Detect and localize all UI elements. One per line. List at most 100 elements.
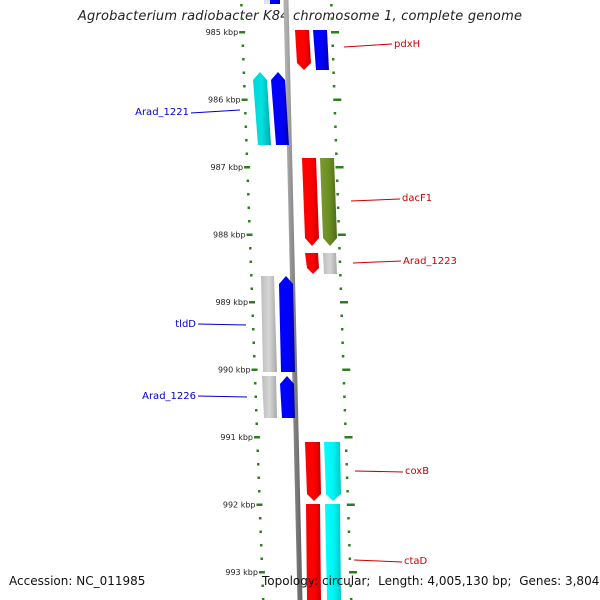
scale-dot [344, 436, 353, 439]
gene-label-pdxH: pdxH [394, 39, 420, 50]
scale-dot [340, 301, 349, 304]
scale-dot [243, 85, 246, 88]
scale-dot [252, 328, 255, 331]
gene-arrow [313, 30, 329, 70]
gene-arrow [320, 158, 337, 246]
gene-arrow [262, 376, 277, 418]
scale-dot [261, 598, 265, 600]
scale-dot [244, 112, 247, 115]
scale-dot [340, 328, 344, 331]
scale-dot [250, 274, 253, 277]
scale-dot [252, 341, 256, 344]
scale-dot [344, 449, 348, 452]
gene-label-tldD: tldD [175, 319, 196, 330]
length-label: Length: [378, 574, 424, 588]
genes-label: Genes: [519, 574, 562, 588]
scale-dot [347, 530, 351, 533]
scale-dot [244, 125, 248, 128]
scale-dots [239, 4, 358, 600]
gene-label-dacF1: dacF1 [402, 193, 432, 204]
scale-dot [334, 125, 337, 128]
scale-dot [255, 422, 258, 425]
scale-tick-label: 990 kbp [218, 366, 251, 375]
scale-dot [333, 98, 342, 101]
scale-dot [241, 44, 245, 47]
scale-dot [331, 31, 340, 34]
gene-arrow-Arad_1223 [305, 253, 319, 274]
scale-tick-label: 991 kbp [220, 433, 253, 442]
scale-dot [336, 193, 339, 196]
scale-dot [242, 71, 246, 74]
scale-tick-label: 988 kbp [213, 231, 246, 240]
length-value: 4,005,130 bp [427, 574, 508, 588]
accession-info: Accession: NC_011985 [9, 574, 145, 588]
gene-arrow-tldD [279, 276, 295, 372]
gene-label-ctaD: ctaD [404, 556, 428, 567]
scale-dot [250, 287, 254, 290]
scale-dot [349, 571, 358, 574]
gene-label-Arad_1223: Arad_1223 [403, 256, 457, 267]
scale-dot [331, 58, 335, 61]
scale-dot [345, 476, 349, 479]
gene-arrow [261, 276, 277, 372]
scale-dot [257, 490, 261, 493]
scale-dot [335, 179, 339, 182]
scale-dot [248, 220, 251, 223]
scale-dot [340, 314, 343, 317]
scale-dot [240, 17, 244, 20]
scale-dot [260, 557, 263, 560]
scale-dot [240, 4, 243, 7]
scale-dot [337, 220, 340, 223]
scale-dot [331, 44, 334, 47]
scale-dot [342, 368, 351, 371]
scale-dot [242, 58, 245, 61]
gene-arrow [268, 0, 280, 4]
scale-dot [347, 517, 350, 520]
scale-dot [245, 152, 249, 155]
scale-tick-label: 992 kbp [223, 501, 256, 510]
scale-dot [333, 112, 337, 115]
gene-arrow [264, 0, 270, 4]
scale-dot [338, 260, 342, 263]
scale-dot [254, 395, 258, 398]
scale-dot [348, 557, 352, 560]
gene-label-Arad_1221: Arad_1221 [135, 107, 189, 118]
gene-arrow [325, 504, 341, 600]
scale-dot [256, 503, 263, 506]
gene-arrow-dacF1 [302, 158, 319, 246]
scale-dot [251, 314, 255, 317]
scale-tick-label: 986 kbp [208, 96, 241, 105]
gene-arrow-Arad_1226 [280, 376, 295, 418]
scale-dot [246, 179, 250, 182]
genome-summary: Topology: circular; Length: 4,005,130 bp… [262, 574, 600, 588]
scale-tick-label: 985 kbp [206, 28, 239, 37]
scale-dot [342, 382, 346, 385]
scale-dot [249, 301, 256, 304]
scale-dot [336, 206, 340, 209]
scale-tick-label: 993 kbp [225, 568, 258, 577]
scale-dot [246, 233, 253, 236]
scale-dot [343, 395, 346, 398]
scale-dot [349, 598, 353, 600]
genes-value: 3,804 [564, 574, 600, 588]
gene-arrow [323, 253, 337, 274]
scale-dot [254, 409, 258, 412]
topology-label: Topology: [262, 574, 319, 588]
label-connectors [190, 43, 404, 563]
scale-dot [346, 503, 355, 506]
scale-tick-label: 987 kbp [211, 163, 244, 172]
gene-label-coxB: coxB [405, 466, 429, 477]
scale-dot [345, 463, 348, 466]
scale-dot [332, 85, 336, 88]
scale-dot [330, 4, 333, 7]
gene-arrow-ctaD [306, 504, 321, 600]
scale-dot [338, 247, 341, 250]
scale-dot [339, 287, 343, 290]
scale-tick-label: 989 kbp [215, 298, 248, 307]
scale-dot [249, 260, 253, 263]
scale-dot [337, 233, 346, 236]
scale-dot [253, 436, 260, 439]
scale-dot [259, 530, 262, 533]
scale-dot [341, 341, 344, 344]
